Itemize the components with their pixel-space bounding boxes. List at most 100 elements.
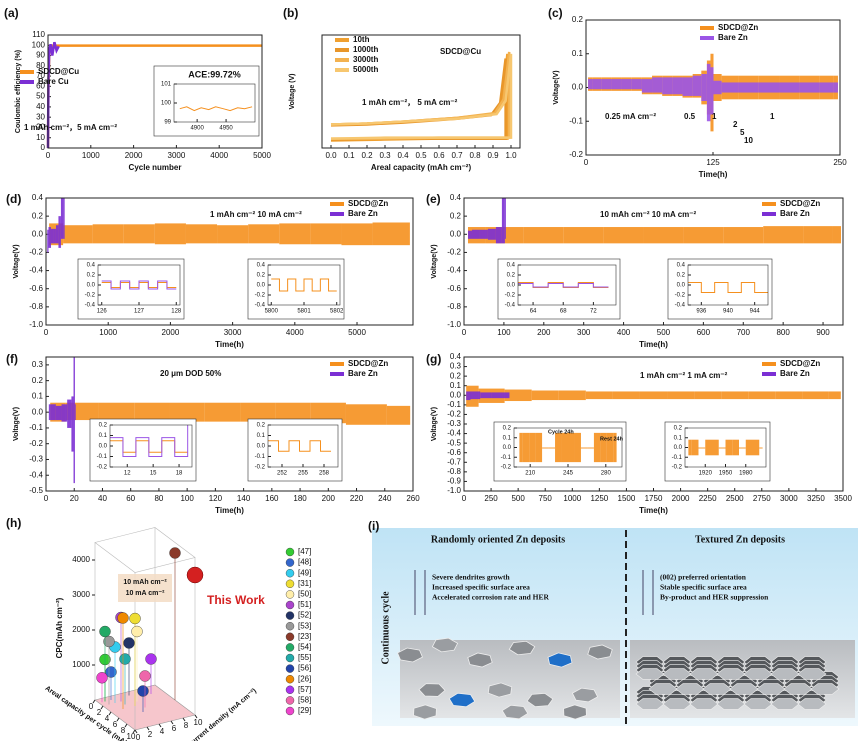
- deposit: [431, 637, 459, 653]
- inset-frame: [247, 418, 343, 482]
- band-segment: [495, 227, 502, 244]
- x-tick-label: 258: [319, 471, 330, 477]
- textured-deposit: [689, 668, 719, 680]
- plot-frame: [45, 356, 414, 492]
- band-segment: [50, 228, 54, 244]
- legend-label: 1000th: [353, 45, 378, 54]
- band-segment: [732, 439, 739, 456]
- legend-label: [23]: [298, 632, 311, 641]
- x-tick-label: 252: [277, 471, 288, 477]
- point: [129, 612, 141, 625]
- inset-title: ACE:99.72%: [188, 69, 241, 79]
- y-tick-label: 0.1: [503, 435, 512, 441]
- x-tick-label: 15: [150, 471, 157, 477]
- line: [268, 440, 331, 452]
- y-tick-label: 0.0: [257, 283, 266, 289]
- x-tick-label: 80: [154, 494, 163, 503]
- x-tick-label: 180: [293, 494, 307, 503]
- legend-marker: [285, 547, 295, 557]
- x-tick-label: 0.1: [343, 151, 355, 160]
- x-tick-label: 4000: [286, 328, 304, 337]
- band-segment: [399, 222, 410, 246]
- annotation: 1 mAh cm⁻²， 5 mA cm⁻²: [362, 98, 458, 107]
- y-axis-label: CPC(mAh cm⁻²): [55, 597, 64, 658]
- panel-label: (i): [368, 519, 379, 533]
- line: [46, 41, 60, 149]
- panel-label: (f): [6, 352, 18, 366]
- band-segment: [568, 432, 575, 463]
- legend-marker: [285, 653, 295, 663]
- y-tick-label: -0.2: [29, 439, 43, 448]
- y-tick-label: 0: [41, 143, 46, 152]
- x-tick: [116, 717, 120, 722]
- textured-deposit: [635, 668, 665, 680]
- band-segment: [310, 223, 342, 245]
- legend-swatch: [700, 36, 714, 40]
- x-tick-label: 900: [816, 328, 830, 337]
- line: [179, 106, 253, 112]
- line: [688, 282, 768, 293]
- y-tick-label: -0.2: [505, 293, 516, 299]
- x-tick-label: 160: [265, 494, 279, 503]
- x-tick-label: 1920: [699, 471, 713, 477]
- band-segment: [759, 447, 763, 449]
- y-tick-label: -0.6: [447, 448, 461, 457]
- plot-frame: [463, 356, 844, 492]
- annotation: 10 mA cm⁻²: [126, 590, 166, 597]
- y-tick-label: 101: [161, 82, 172, 88]
- textured-deposit: [716, 668, 746, 680]
- annotation-box: [118, 574, 172, 602]
- y-tick-label: 10: [36, 133, 45, 142]
- x-tick-label: 1250: [590, 494, 608, 503]
- textured-deposit: [797, 668, 827, 680]
- point: [99, 625, 111, 638]
- textured-deposit: [648, 683, 678, 695]
- panel-label: (b): [283, 6, 298, 20]
- band-segment: [154, 223, 186, 245]
- x-tick-label: 12: [124, 471, 131, 477]
- textured-deposit: [743, 698, 773, 710]
- y-tick-label: 50: [36, 92, 45, 101]
- y-tick-label: -0.4: [447, 429, 461, 438]
- y-tick-label: -0.1: [672, 455, 683, 461]
- band-segment: [779, 82, 800, 93]
- y-tick-label: 100: [32, 40, 46, 49]
- band-segment: [471, 229, 480, 239]
- point: By-product and HER suppression: [660, 593, 769, 602]
- inset-plot-frame: [267, 264, 341, 306]
- y-tick-label: 0.0: [503, 445, 512, 451]
- deposit: [526, 692, 554, 708]
- legend-label: [52]: [298, 611, 311, 620]
- y-tick-label: -1.0: [29, 320, 43, 329]
- textured-deposit: [783, 683, 813, 695]
- x-tick-label: 250: [484, 494, 498, 503]
- legend-swatch: [762, 202, 776, 206]
- z-axis-label: Current density (mA cm⁻²): [186, 687, 257, 741]
- legend-marker: [285, 558, 295, 567]
- x-tick-label: 210: [525, 471, 536, 477]
- annotation: 0.5: [684, 112, 696, 121]
- y-tick-label: 90: [36, 51, 45, 60]
- x-tick-label: 300: [577, 328, 591, 337]
- y-tick-label: 0.4: [450, 193, 462, 202]
- point: (002) preferred orientation: [660, 573, 747, 582]
- inset-annotation: Cycle 24h: [548, 429, 574, 435]
- x-tick-label: 3000: [780, 494, 798, 503]
- x-tick-label: 5801: [297, 309, 311, 315]
- legend-label: SDCD@Zn: [718, 23, 758, 32]
- x-tick-label: 4000: [210, 151, 228, 160]
- x-tick-label: 0.2: [361, 151, 373, 160]
- y-tick-label: -0.1: [97, 454, 108, 460]
- x-tick-label: 3000: [224, 328, 242, 337]
- band-segment: [585, 391, 613, 400]
- y-tick-label: 0.1: [450, 381, 462, 390]
- y-tick-label: -0.2: [97, 465, 108, 471]
- band-segment: [53, 228, 56, 244]
- band-segment: [600, 432, 607, 463]
- band-segment: [799, 82, 820, 93]
- x-tick: [100, 705, 104, 710]
- annotation: 20 μm DOD 50%: [160, 369, 221, 378]
- y-tick-label: 0.1: [99, 433, 108, 439]
- band-segment: [593, 432, 601, 463]
